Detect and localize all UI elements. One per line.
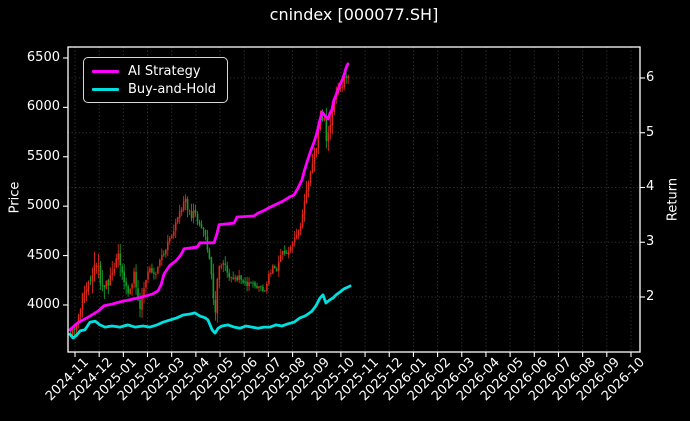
y-left-tick-label: 6500 (26, 49, 60, 65)
y-right-tick-label: 6 (646, 69, 655, 85)
legend-line-swatch-magenta (92, 69, 119, 73)
legend: AI Strategy Buy-and-Hold (83, 57, 229, 103)
legend-entry-ai-strategy: AI Strategy (92, 62, 216, 80)
y-left-tick-label: 5500 (26, 148, 60, 164)
y-right-tick-label: 3 (646, 234, 655, 250)
legend-line-swatch-cyan (92, 87, 119, 91)
y-left-tick-label: 4000 (26, 296, 60, 312)
legend-entry-buy-and-hold: Buy-and-Hold (92, 80, 216, 98)
y-right-tick-label: 4 (646, 179, 655, 195)
chart-title: cnindex [000077.SH] (269, 5, 439, 24)
y-left-tick-label: 6000 (26, 99, 60, 115)
y-right-tick-label: 5 (646, 124, 655, 140)
y-left-tick-label: 4500 (26, 247, 60, 263)
legend-label: Buy-and-Hold (128, 81, 217, 97)
y-right-tick-label: 2 (646, 288, 655, 304)
y-left-tick-label: 5000 (26, 198, 60, 214)
legend-label: AI Strategy (128, 63, 201, 79)
y-axis-label-return: Return (665, 177, 681, 222)
